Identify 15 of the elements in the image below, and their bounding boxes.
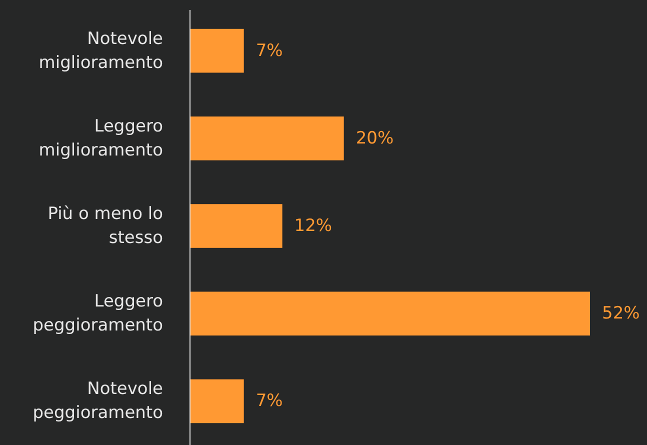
bar [190, 379, 244, 424]
data-label: 20% [356, 128, 394, 148]
y-tick-label: Leggero miglioramento [38, 116, 163, 160]
bar [190, 116, 344, 160]
bar [190, 204, 282, 248]
data-label: 52% [602, 304, 640, 324]
data-label: 7% [256, 40, 283, 61]
y-tick-label: Notevole peggioramento [32, 379, 163, 424]
y-tick-label: Più o meno lo stesso [48, 204, 163, 248]
data-label: 7% [256, 391, 283, 412]
y-tick-label: Notevole miglioramento [38, 28, 163, 73]
y-tick-label: Leggero peggioramento [32, 292, 163, 336]
bar [190, 28, 244, 73]
data-label: 12% [294, 216, 332, 236]
bar [190, 292, 590, 336]
